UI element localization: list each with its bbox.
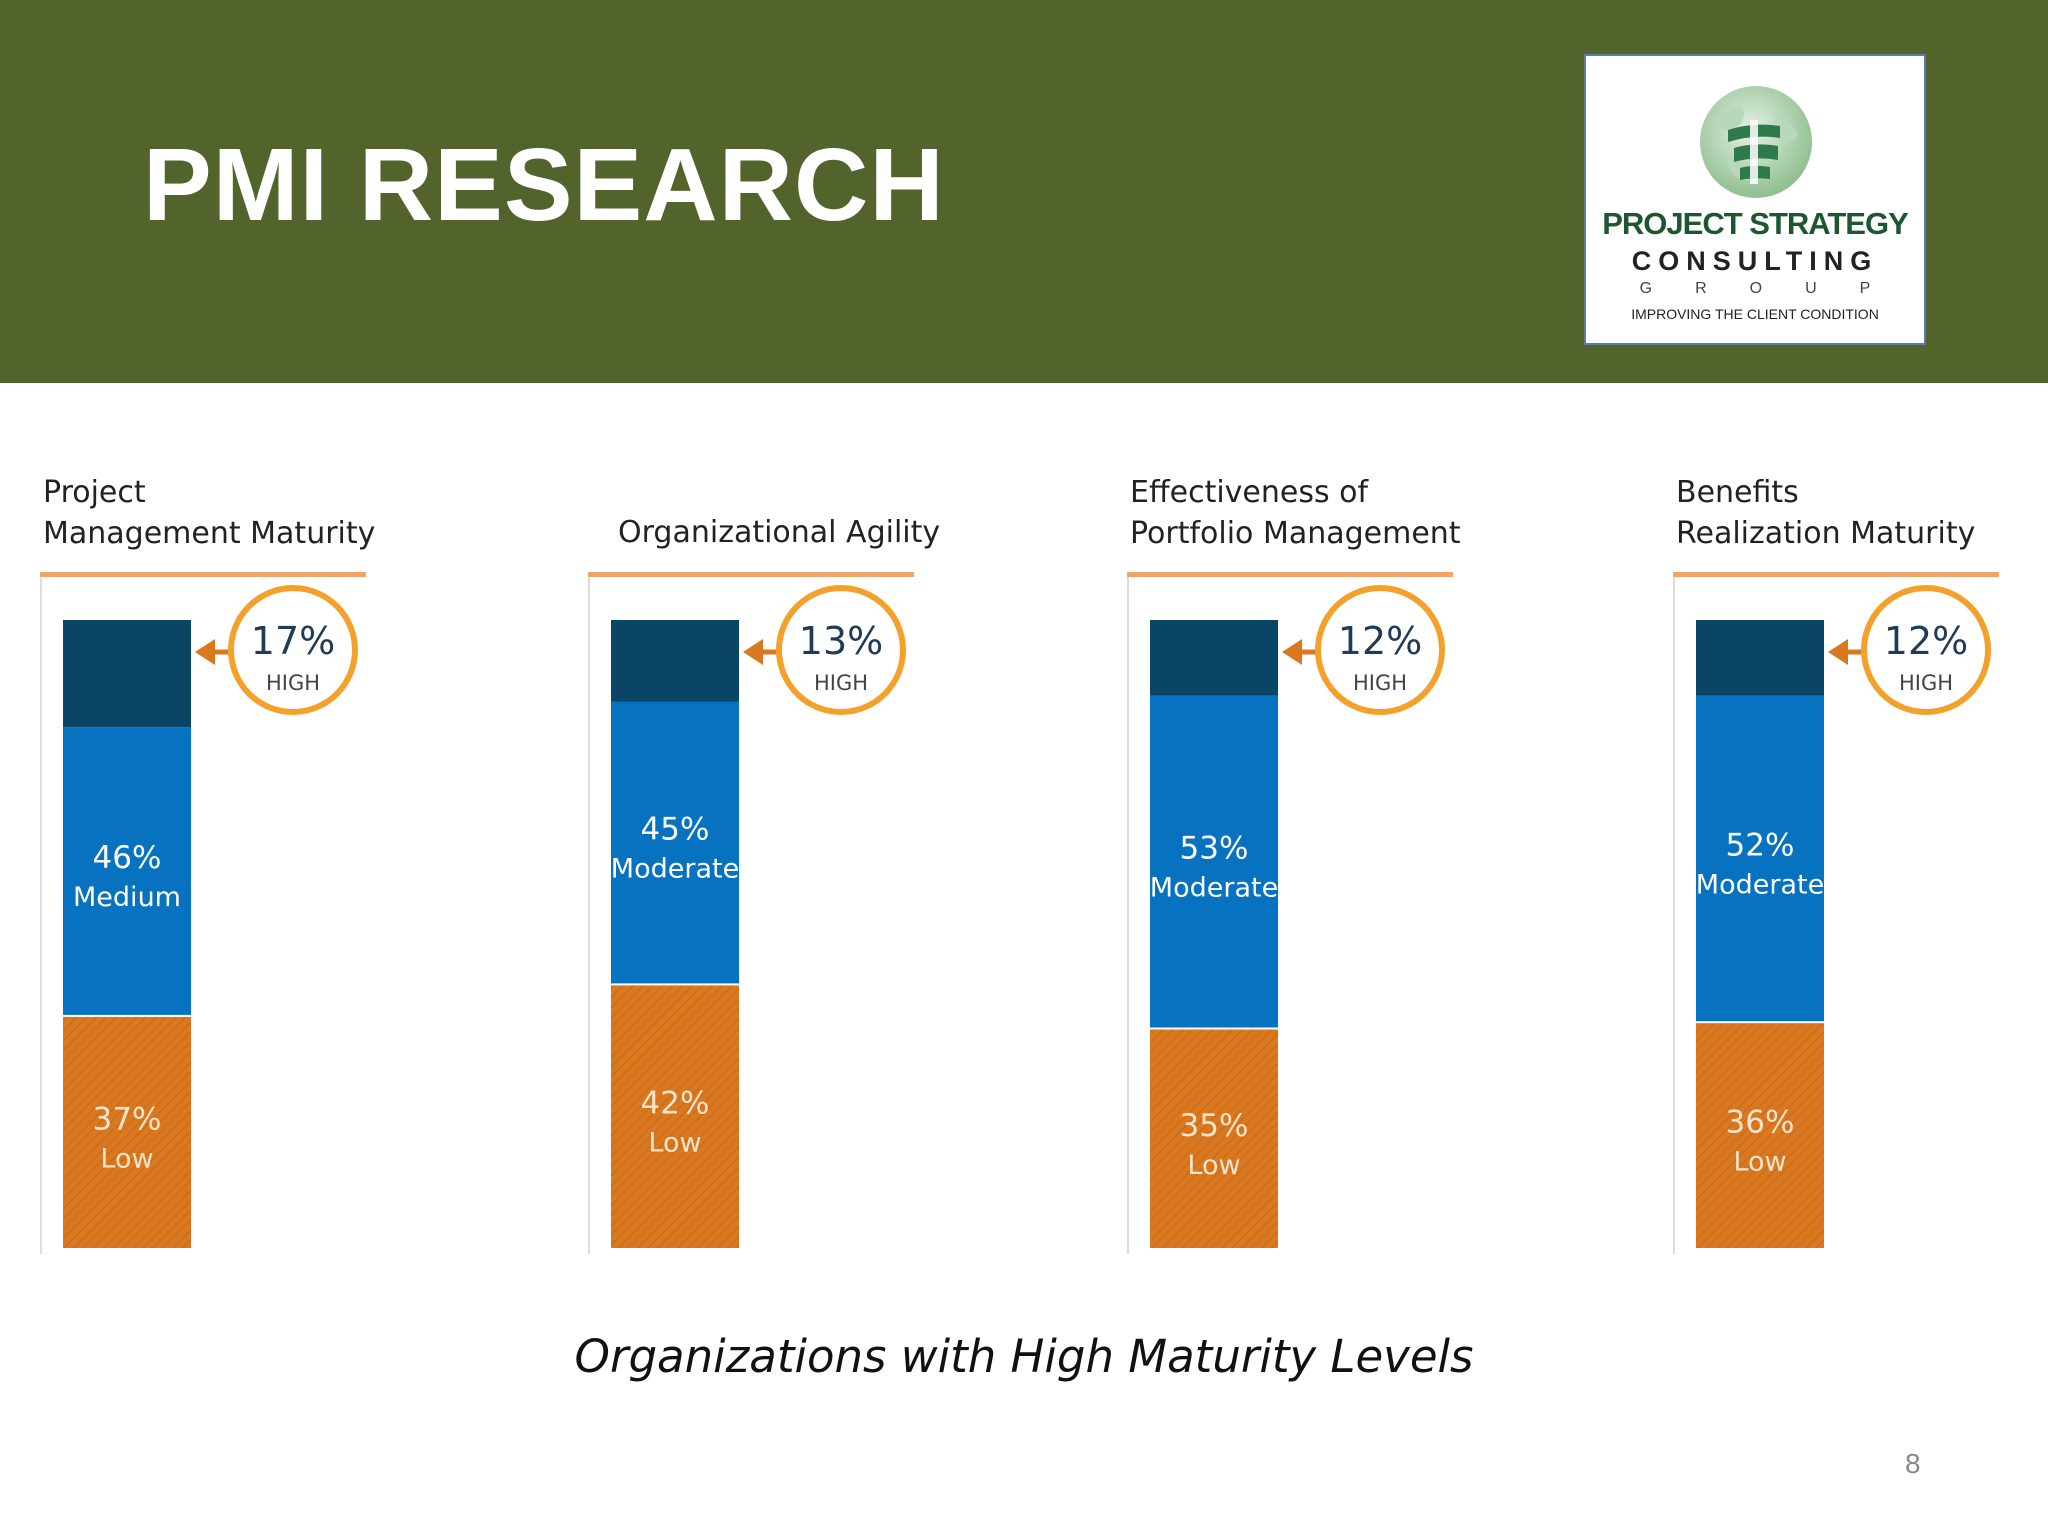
callout-arrow-icon bbox=[1828, 639, 1848, 665]
chart-title-rule bbox=[40, 572, 366, 577]
segment-name-label: Low bbox=[1187, 1150, 1240, 1181]
high-percent-label: 12% bbox=[1884, 619, 1968, 663]
high-callout-ring bbox=[228, 585, 358, 715]
segment-name-label: Low bbox=[648, 1128, 701, 1159]
chart-title-line: Management Maturity bbox=[43, 516, 375, 551]
bar-segment-high bbox=[1696, 620, 1824, 696]
chart-title-line: Benefits bbox=[1676, 475, 1799, 510]
bar-segment-high bbox=[63, 620, 191, 728]
chart-title-line: Portfolio Management bbox=[1130, 516, 1461, 551]
segment-percent-label: 45% bbox=[641, 812, 710, 848]
company-logo: PROJECT STRATEGY CONSULTING GROUP IMPROV… bbox=[1584, 54, 1926, 345]
bar-segment-medium bbox=[63, 727, 191, 1015]
segment-name-label: Moderate bbox=[611, 854, 739, 885]
segment-percent-label: 37% bbox=[93, 1101, 162, 1137]
segment-name-label: Moderate bbox=[1696, 869, 1824, 900]
bar-segment-moderate bbox=[1696, 695, 1824, 1022]
bar-segment-moderate bbox=[1150, 695, 1278, 1028]
slide-title: PMI RESEARCH bbox=[143, 127, 945, 242]
logo-line-3: GROUP bbox=[1639, 280, 1914, 297]
chart-title-rule bbox=[588, 572, 914, 577]
high-callout-ring bbox=[1861, 585, 1991, 715]
chart-title-rule bbox=[1127, 572, 1453, 577]
high-callout-ring bbox=[776, 585, 906, 715]
bar-segment-moderate bbox=[611, 701, 739, 984]
chart-title-line: Effectiveness of bbox=[1130, 475, 1370, 510]
segment-percent-label: 52% bbox=[1726, 827, 1795, 863]
bar-segment-high bbox=[1150, 620, 1278, 696]
high-name-label: HIGH bbox=[266, 671, 320, 695]
high-name-label: HIGH bbox=[1353, 671, 1407, 695]
segment-percent-label: 35% bbox=[1180, 1108, 1249, 1144]
segment-percent-label: 42% bbox=[641, 1086, 710, 1122]
maturity-chart-1: Project Management Maturity 37% Low 46% Mediu… bbox=[40, 475, 375, 1254]
segment-name-label: Moderate bbox=[1150, 873, 1278, 904]
maturity-chart-2: Organizational Agility 42% Low 45% Moderate 1… bbox=[588, 515, 940, 1254]
globe-icon bbox=[1700, 86, 1812, 198]
segment-name-label: Low bbox=[1733, 1147, 1786, 1178]
logo-tagline: IMPROVING THE CLIENT CONDITION bbox=[1631, 306, 1879, 322]
logo-line-1: PROJECT STRATEGY bbox=[1602, 206, 1909, 241]
high-name-label: HIGH bbox=[814, 671, 868, 695]
chart-title-rule bbox=[1673, 572, 1999, 577]
chart-title-line: Organizational Agility bbox=[618, 515, 940, 550]
callout-arrow-icon bbox=[1282, 639, 1302, 665]
maturity-chart-3: Effectiveness of Portfolio Management 35% L… bbox=[1127, 475, 1461, 1254]
chart-title-line: Project bbox=[43, 475, 146, 510]
bar-segment-low bbox=[63, 1016, 191, 1248]
high-percent-label: 13% bbox=[799, 619, 883, 663]
bar-segment-low bbox=[611, 985, 739, 1248]
slide-header: PMI RESEARCH PROJECT STRATEGY CONSULTING… bbox=[0, 0, 2048, 383]
bar-segment-high bbox=[611, 620, 739, 702]
bar-segment-low bbox=[1150, 1029, 1278, 1248]
segment-name-label: Low bbox=[100, 1143, 153, 1174]
segment-percent-label: 46% bbox=[93, 840, 162, 876]
chart-title-line: Realization Maturity bbox=[1676, 516, 1975, 551]
bar-segment-low bbox=[1696, 1023, 1824, 1248]
maturity-charts: Project Management Maturity 37% Low 46% Mediu… bbox=[40, 475, 1999, 1254]
high-percent-label: 12% bbox=[1338, 619, 1422, 663]
segment-percent-label: 53% bbox=[1180, 831, 1249, 867]
high-percent-label: 17% bbox=[251, 619, 335, 663]
high-name-label: HIGH bbox=[1899, 671, 1953, 695]
maturity-chart-4: Benefits Realization Maturity 36% Low 52% Mod… bbox=[1673, 475, 1999, 1254]
high-callout-ring bbox=[1315, 585, 1445, 715]
segment-name-label: Medium bbox=[73, 882, 181, 913]
chart-caption: Organizations with High Maturity Levels bbox=[574, 1330, 1474, 1383]
callout-arrow-icon bbox=[743, 639, 763, 665]
callout-arrow-icon bbox=[195, 639, 215, 665]
page-number: 8 bbox=[1905, 1448, 1921, 1479]
segment-percent-label: 36% bbox=[1726, 1105, 1795, 1141]
logo-line-2: CONSULTING bbox=[1631, 246, 1879, 276]
